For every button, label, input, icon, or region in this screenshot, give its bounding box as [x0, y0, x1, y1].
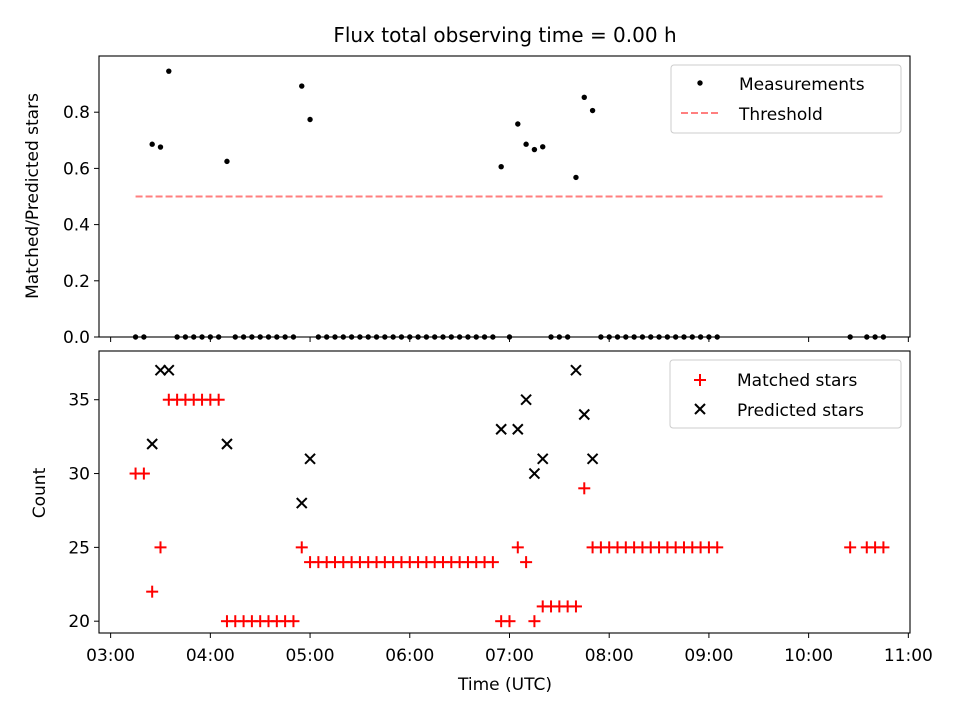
measurement-point: [299, 83, 305, 89]
measurement-point: [523, 141, 529, 147]
legend-label-measurements: Measurements: [739, 75, 865, 95]
legend-marker-predicted: [694, 403, 706, 415]
matched-star-point: [287, 615, 300, 628]
legend-marker-measurements: [697, 80, 703, 86]
x-tick-label: 06:00: [385, 646, 434, 666]
predicted-star-point: [495, 423, 507, 435]
bottom-legend-box: [669, 359, 902, 429]
predicted-star-point: [586, 453, 599, 465]
measurement-point: [166, 68, 172, 74]
measurement-point: [589, 107, 596, 114]
matched-star-point: [528, 615, 541, 628]
matched-star-point: [212, 393, 225, 406]
measurement-point: [149, 141, 155, 147]
predicted-star-point: [146, 438, 158, 450]
x-axis-label: Time (UTC): [457, 675, 552, 695]
top-x-axis: [110, 337, 909, 342]
predicted-star-point: [221, 438, 233, 450]
measurement-point: [515, 121, 521, 127]
x-tick-label: 10:00: [784, 646, 833, 666]
top-legend: Measurements Threshold: [670, 64, 902, 134]
measurement-point: [157, 144, 164, 150]
legend-marker-matched: [694, 374, 706, 386]
top-y-tick-label: 0.2: [63, 272, 90, 292]
x-tick-label: 05:00: [286, 646, 335, 666]
matched-star-point: [520, 556, 533, 569]
predicted-star-point: [154, 364, 167, 376]
measurement-point: [498, 164, 504, 170]
x-tick-label: 08:00: [585, 646, 634, 666]
predicted-star-point: [520, 394, 532, 406]
predicted-star-point: [296, 497, 308, 509]
predicted-star-point: [512, 423, 524, 435]
matched-star-point: [569, 600, 582, 613]
bottom-axes-frame: [98, 350, 911, 634]
matched-star-point: [503, 615, 516, 628]
x-tick-label: 07:00: [485, 646, 534, 666]
matched-star-point: [295, 541, 308, 554]
top-chart-title: Flux total observing time = 0.00 h: [333, 23, 676, 47]
predicted-star-point: [163, 364, 175, 376]
measurement-point: [531, 146, 538, 153]
top-panel: Flux total observing time = 0.00 h 0.00.…: [23, 23, 911, 348]
top-y-axis: 0.0 0.2 0.4 0.6 0.8: [63, 103, 99, 348]
bottom-x-axis: 03:00 04:00 05:00 06:00 07:00 08:00 09:00 10:00…: [86, 633, 933, 666]
predicted-star-point: [528, 467, 541, 480]
top-y-tick-label: 0.8: [63, 103, 90, 123]
matched-star-point: [578, 482, 591, 495]
bottom-y-tick-label: 35: [68, 391, 90, 411]
top-y-tick-label: 0.0: [63, 328, 90, 348]
bottom-y-axis-label: Count: [30, 467, 50, 518]
bottom-legend: Matched stars Predicted stars: [669, 359, 902, 429]
matched-star-point: [137, 467, 150, 480]
top-y-tick-label: 0.4: [63, 216, 90, 236]
matched-star-point: [154, 541, 167, 554]
measurement-point: [224, 158, 230, 165]
measurement-point: [307, 116, 313, 123]
x-tick-label: 03:00: [86, 646, 135, 666]
matched-star-point: [146, 585, 159, 598]
measurement-point: [540, 144, 546, 150]
legend-label-predicted: Predicted stars: [737, 401, 864, 421]
x-tick-label: 09:00: [684, 646, 733, 666]
predicted-star-point: [570, 364, 582, 376]
matched-star-point: [711, 541, 724, 554]
bottom-plot-area: [129, 364, 890, 628]
legend-label-matched: Matched stars: [737, 371, 857, 391]
predicted-star-point: [537, 453, 549, 465]
legend-label-threshold: Threshold: [738, 105, 823, 125]
matched-star-point: [511, 541, 524, 554]
measurement-point: [581, 94, 587, 101]
predicted-star-point: [578, 408, 590, 421]
x-tick-label: 04:00: [186, 646, 235, 666]
top-y-axis-label: Matched/Predicted stars: [23, 93, 43, 299]
predicted-star-point: [304, 453, 316, 465]
matched-star-point: [877, 541, 890, 554]
measurement-point: [573, 174, 579, 181]
bottom-y-tick-label: 25: [68, 538, 90, 558]
top-y-tick-label: 0.6: [63, 159, 90, 179]
x-tick-label: 11:00: [884, 646, 933, 666]
bottom-y-tick-label: 20: [68, 612, 90, 632]
top-legend-box: [670, 64, 902, 134]
bottom-y-tick-label: 30: [68, 465, 90, 485]
matched-star-point: [844, 541, 857, 554]
matched-star-point: [486, 556, 499, 569]
top-axes-frame: [98, 55, 911, 338]
bottom-y-axis: 20 25 30 35: [68, 391, 99, 632]
